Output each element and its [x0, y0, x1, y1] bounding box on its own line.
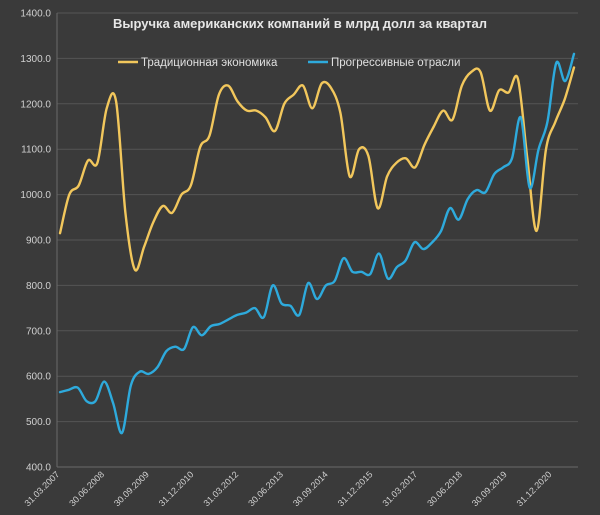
series-line-2 [58, 52, 576, 435]
y-tick-label: 1000.0 [20, 190, 51, 201]
y-tick-label: 1400.0 [20, 9, 51, 20]
legend-label-2: Прогрессивные отрасли [331, 57, 460, 69]
grid-lines [56, 12, 578, 468]
chart-title: Выручка американских компаний в млрд дол… [113, 16, 487, 31]
y-tick-label: 1200.0 [20, 99, 51, 110]
y-tick-label: 900.0 [26, 236, 51, 247]
legend: Традиционная экономика Прогрессивные отра… [118, 57, 460, 69]
y-tick-label: 500.0 [26, 417, 51, 428]
legend-label-1: Традиционная экономика [141, 57, 278, 69]
series-lines [58, 52, 576, 435]
y-tick-label: 400.0 [26, 463, 51, 474]
y-tick-label: 600.0 [26, 372, 51, 383]
y-tick-label: 1300.0 [20, 54, 51, 65]
series-line-1 [58, 66, 576, 272]
y-axis-ticks: 400.0 500.0 600.0 700.0 800.0 900.0 1000.0 1100… [20, 9, 51, 474]
y-tick-label: 1100.0 [21, 145, 51, 156]
y-tick-label: 700.0 [26, 326, 51, 337]
y-tick-label: 800.0 [26, 281, 51, 292]
